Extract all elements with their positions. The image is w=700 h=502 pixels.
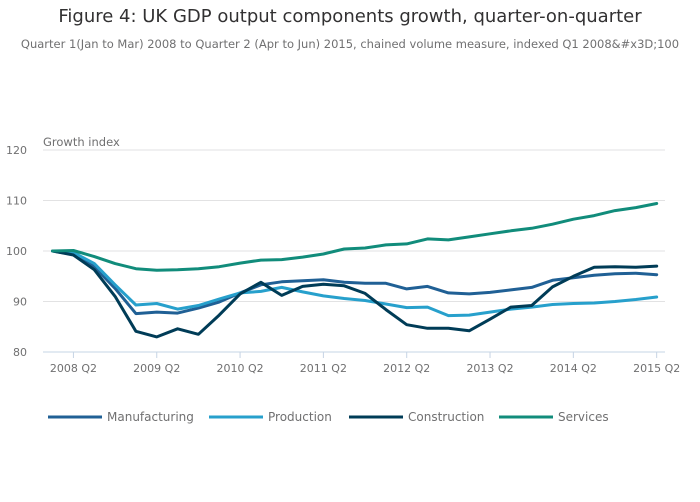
- x-tick-label: 2014 Q2: [550, 362, 597, 375]
- series-line-production[interactable]: [51, 249, 659, 318]
- x-tick-label: 2010 Q2: [216, 362, 263, 375]
- y-tick-label: 90: [13, 296, 27, 309]
- y-axis-label: Growth index: [43, 135, 120, 149]
- gridlines: [43, 149, 665, 302]
- legend-label: Services: [558, 410, 609, 424]
- chart-subtitle: Quarter 1(Jan to Mar) 2008 to Quarter 2 …: [20, 37, 680, 51]
- y-axis-ticks: 80 90 100 110 120: [6, 144, 27, 359]
- x-tick-label: 2011 Q2: [300, 362, 347, 375]
- series-lines: [51, 202, 659, 339]
- x-tick-label: 2009 Q2: [133, 362, 180, 375]
- x-tick-label: 2013 Q2: [466, 362, 513, 375]
- legend-item-services[interactable]: Services: [499, 410, 609, 424]
- legend-item-production[interactable]: Production: [209, 410, 332, 424]
- y-tick-label: 120: [6, 144, 27, 157]
- y-tick-label: 110: [6, 195, 27, 208]
- x-tick-label: 2008 Q2: [50, 362, 97, 375]
- x-tick-label: 2012 Q2: [383, 362, 430, 375]
- legend: Manufacturing Production Construction Servi…: [48, 410, 609, 424]
- y-tick-label: 100: [6, 245, 27, 258]
- chart-title: Figure 4: UK GDP output components growt…: [58, 6, 642, 27]
- x-tick-label: 2015 Q2: [633, 362, 680, 375]
- legend-label: Manufacturing: [107, 410, 194, 424]
- x-axis: 2008 Q2 2009 Q2 2010 Q2 2011 Q2 2012 Q2 2013 …: [43, 351, 680, 375]
- series-line-services[interactable]: [51, 202, 659, 272]
- legend-item-manufacturing[interactable]: Manufacturing: [48, 410, 194, 424]
- y-tick-label: 80: [13, 346, 27, 359]
- legend-item-construction[interactable]: Construction: [349, 410, 484, 424]
- series-line-manufacturing[interactable]: [51, 249, 659, 316]
- series-line-construction[interactable]: [51, 249, 659, 339]
- legend-label: Production: [268, 410, 332, 424]
- legend-label: Construction: [408, 410, 484, 424]
